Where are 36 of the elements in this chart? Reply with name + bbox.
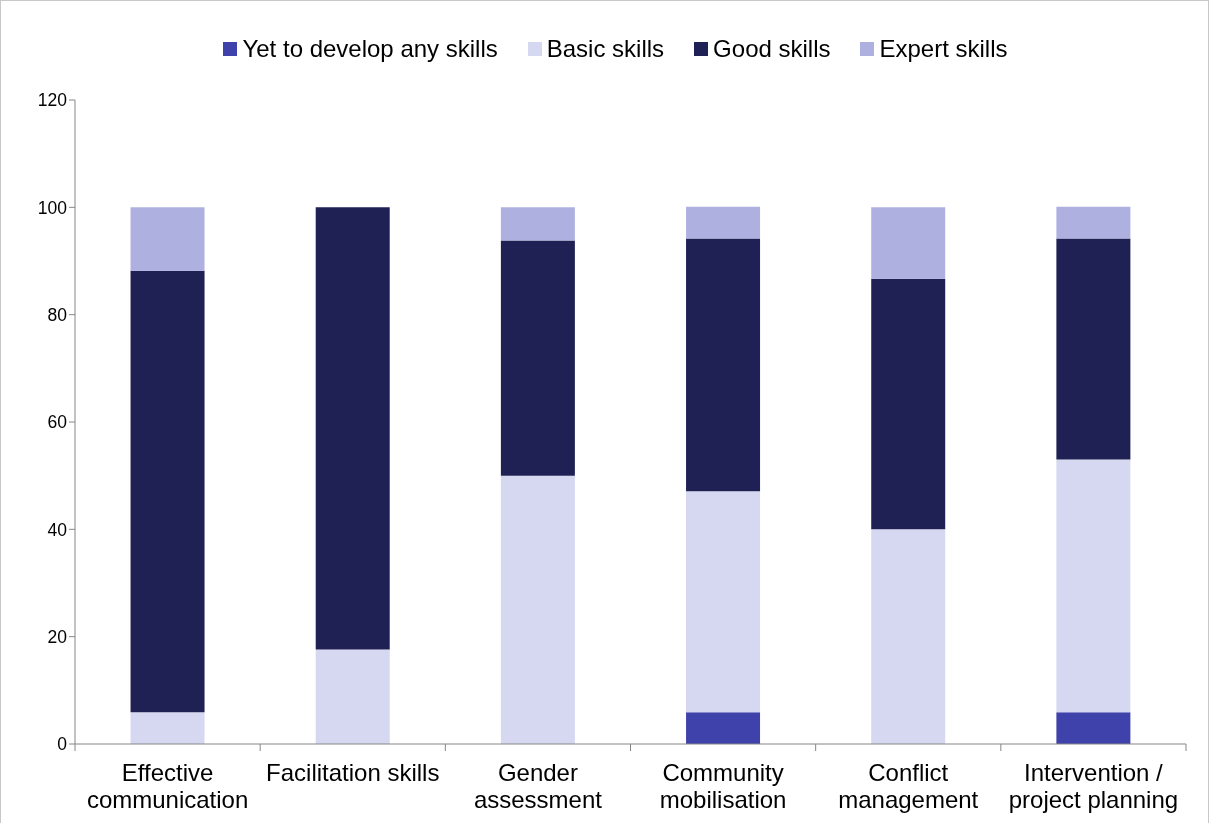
bar xyxy=(500,207,575,241)
x-tick-label: Effective communication xyxy=(86,759,249,813)
bar xyxy=(315,649,390,744)
x-tick-label: Facilitation skills xyxy=(266,759,440,786)
bar xyxy=(686,712,761,744)
bar xyxy=(500,240,575,476)
bar xyxy=(871,207,946,279)
bar xyxy=(686,206,761,239)
bar xyxy=(315,207,390,650)
y-tick-label: 20 xyxy=(47,626,68,647)
x-tick-label: Conflict management xyxy=(838,759,979,813)
y-tick-label: 0 xyxy=(57,734,68,755)
bar xyxy=(130,270,205,713)
legend-label: Yet to develop any skills xyxy=(242,34,498,64)
legend-label: Basic skills xyxy=(546,34,665,64)
y-tick-label: 100 xyxy=(37,197,68,218)
x-tick-label: Intervention / project planning xyxy=(1008,759,1179,813)
bar xyxy=(1056,712,1131,744)
y-tick-label: 80 xyxy=(47,304,68,325)
x-tick-label: Community mobilisation xyxy=(659,759,787,813)
legend-label: Good skills xyxy=(713,34,831,64)
y-tick-label: 60 xyxy=(47,412,68,433)
x-tick-label: Gender assessment xyxy=(473,759,603,813)
bar xyxy=(130,712,205,744)
bar xyxy=(871,529,946,744)
bar xyxy=(130,207,205,271)
y-tick-label: 120 xyxy=(37,90,68,111)
bar xyxy=(1056,206,1131,239)
bar xyxy=(686,491,761,713)
legend-label: Expert skills xyxy=(879,34,1008,64)
bar xyxy=(871,278,946,530)
bar xyxy=(686,238,761,492)
bar xyxy=(500,475,575,744)
bar xyxy=(1056,238,1131,460)
y-tick-label: 40 xyxy=(47,519,68,540)
bar xyxy=(1056,459,1131,713)
